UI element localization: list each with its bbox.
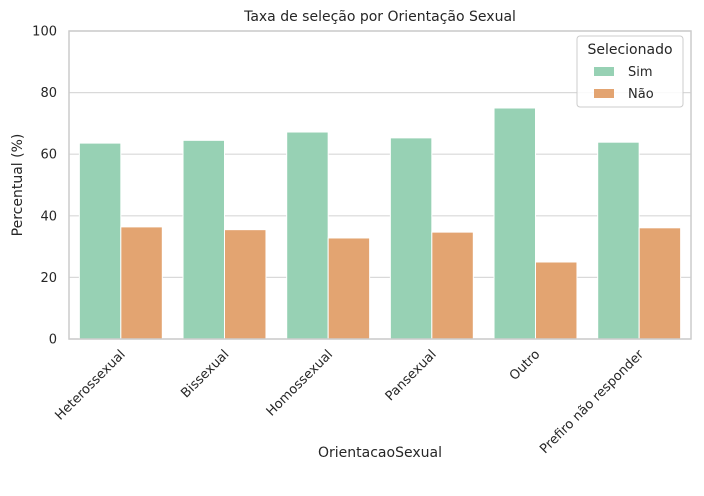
x-tick-label: Heterossexual (52, 347, 128, 423)
legend-label: Não (628, 87, 654, 102)
x-tick-label: Pansexual (383, 347, 440, 404)
legend-swatch (594, 67, 614, 76)
y-tick-label: 80 (40, 86, 57, 101)
bar-sim (389, 137, 433, 340)
y-tick-label: 40 (40, 209, 57, 224)
legend-label: Sim (628, 65, 653, 80)
bar-n-o (431, 231, 474, 340)
legend-swatch (594, 89, 614, 98)
bar-sim (286, 131, 329, 340)
y-tick-label: 0 (49, 333, 57, 348)
chart-title: Taxa de seleção por Orientação Sexual (243, 9, 516, 25)
bar-sim (182, 139, 226, 340)
x-tick-label: Outro (507, 347, 544, 384)
plot-frame (68, 30, 692, 340)
x-tick-label: Bissexual (178, 347, 232, 401)
bar-n-o (224, 229, 267, 340)
bar-sim (493, 107, 536, 340)
bar-n-o (327, 237, 371, 340)
x-axis-label: OrientacaoSexual (318, 445, 442, 461)
y-axis-label: Percentual (%) (10, 134, 26, 237)
bar-sim (597, 141, 640, 340)
bar-n-o (120, 226, 163, 340)
y-tick-label: 60 (40, 148, 57, 163)
y-tick-label: 100 (32, 25, 57, 40)
bar-n-o (638, 227, 682, 340)
x-tick-label: Prefiro não responder (537, 347, 647, 457)
legend: Selecionado Sim Não (576, 35, 684, 108)
y-tick-label: 20 (40, 271, 57, 286)
legend-title: Selecionado (587, 42, 672, 58)
bar-n-o (535, 261, 578, 340)
x-tick-label: Homossexual (264, 347, 336, 419)
bar-sim (78, 142, 122, 340)
